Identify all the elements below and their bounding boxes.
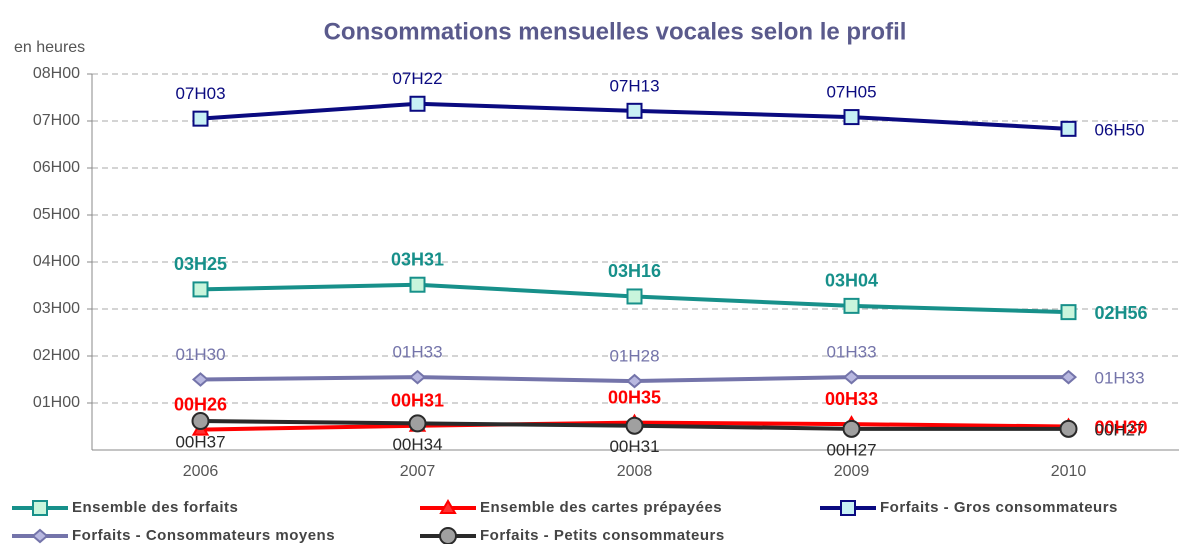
marker [842, 419, 861, 438]
data-label: 07H22 [392, 69, 442, 88]
marker [32, 500, 48, 516]
marker [191, 412, 210, 431]
legend-label: Ensemble des forfaits [72, 499, 238, 516]
data-label: 07H05 [826, 83, 876, 102]
marker [626, 288, 643, 305]
marker [31, 528, 49, 544]
marker [625, 373, 644, 389]
marker [626, 102, 643, 119]
data-label: 01H28 [609, 347, 659, 366]
x-tick-label: 2009 [834, 463, 870, 480]
y-tick-label: 06H00 [33, 159, 80, 176]
legend-label: Forfaits - Petits consommateurs [480, 527, 725, 544]
data-label: 07H03 [175, 84, 225, 103]
data-label: 00H26 [174, 394, 227, 414]
marker [843, 109, 860, 126]
data-label: 00H27 [1095, 420, 1145, 439]
data-label: 00H34 [392, 435, 442, 454]
data-label: 01H33 [826, 343, 876, 362]
legend-item: Forfaits - Consommateurs moyens [12, 527, 335, 544]
marker [1060, 120, 1077, 137]
data-label: 00H37 [175, 432, 225, 451]
marker [439, 527, 457, 544]
marker [843, 297, 860, 314]
x-tick-label: 2010 [1051, 463, 1087, 480]
legend-label: Forfaits - Gros consommateurs [880, 499, 1118, 516]
y-axis-label: en heures [14, 39, 85, 56]
data-label: 00H31 [391, 390, 444, 410]
data-label: 06H50 [1095, 120, 1145, 139]
marker [191, 372, 210, 387]
data-label: 00H30 [1095, 417, 1148, 437]
marker [408, 369, 427, 385]
legend-item: Ensemble des forfaits [12, 499, 238, 516]
y-tick-label: 04H00 [33, 253, 80, 270]
data-label: 01H33 [392, 343, 442, 362]
marker [625, 416, 644, 435]
y-tick-label: 08H00 [33, 65, 80, 82]
marker [409, 95, 426, 112]
marker [1059, 419, 1078, 438]
data-label: 00H35 [608, 387, 661, 407]
marker [1060, 304, 1077, 321]
data-label: 03H31 [391, 249, 444, 269]
marker [192, 281, 209, 298]
legend-item: Forfaits - Petits consommateurs [420, 527, 725, 544]
y-tick-label: 02H00 [33, 347, 80, 364]
y-tick-label: 05H00 [33, 206, 80, 223]
data-label: 00H33 [825, 389, 878, 409]
x-tick-label: 2007 [400, 463, 436, 480]
marker [840, 500, 856, 516]
data-label: 00H31 [609, 437, 659, 456]
marker [842, 369, 861, 385]
marker [408, 414, 427, 433]
y-tick-label: 03H00 [33, 300, 80, 317]
data-label: 03H25 [174, 254, 227, 274]
marker [192, 110, 209, 127]
data-label: 03H16 [608, 261, 661, 281]
data-label: 02H56 [1095, 303, 1148, 323]
legend-label: Ensemble des cartes prépayées [480, 499, 722, 516]
marker [439, 499, 457, 514]
data-label: 01H33 [1095, 369, 1145, 388]
legend-label: Forfaits - Consommateurs moyens [72, 527, 335, 544]
data-label: 07H13 [609, 76, 659, 95]
y-tick-label: 01H00 [33, 394, 80, 411]
marker [409, 276, 426, 293]
chart-title: Consommations mensuelles vocales selon l… [324, 18, 907, 45]
data-label: 01H30 [175, 345, 225, 364]
data-label: 03H04 [825, 271, 878, 291]
legend-item: Forfaits - Gros consommateurs [820, 499, 1118, 516]
y-tick-label: 07H00 [33, 112, 80, 129]
data-label: 00H27 [826, 440, 876, 459]
x-tick-label: 2006 [183, 463, 219, 480]
marker [1059, 369, 1078, 385]
legend-item: Ensemble des cartes prépayées [420, 499, 722, 516]
x-tick-label: 2008 [617, 463, 653, 480]
